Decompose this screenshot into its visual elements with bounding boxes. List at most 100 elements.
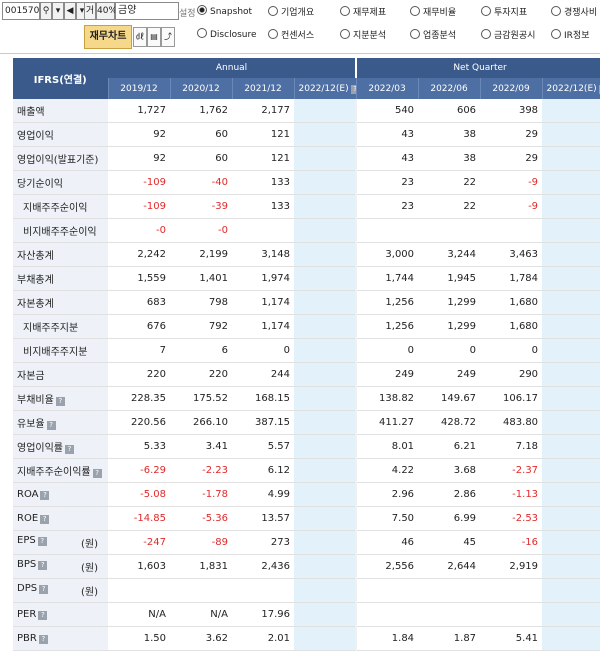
row-label-text: ROE: [17, 513, 39, 524]
row-label-text: 유보율: [17, 419, 45, 430]
table-row: 자산총계 2,242 2,199 3,148 3,000 3,244 3,463: [13, 242, 600, 267]
radio-11[interactable]: IR정보: [551, 28, 589, 41]
financial-chart-button[interactable]: 재무차트: [84, 25, 132, 49]
radio-4[interactable]: 투자지표: [481, 5, 527, 18]
table-cell: 683: [108, 290, 170, 315]
back-icon[interactable]: ◀: [64, 2, 76, 20]
print-icon[interactable]: ▤: [147, 27, 161, 47]
table-cell: [542, 338, 600, 363]
radio-7[interactable]: 컨센서스: [268, 28, 314, 41]
table-cell: 676: [108, 314, 170, 339]
table-cell: -14.85: [108, 506, 170, 531]
radio-label: 재무제표: [353, 8, 387, 18]
info-icon[interactable]: ?: [38, 635, 48, 644]
table-cell: [294, 458, 357, 483]
table-cell: 6: [170, 338, 232, 363]
info-icon[interactable]: ?: [92, 469, 102, 478]
mode-button[interactable]: 거: [84, 2, 96, 20]
unit-label: (원): [80, 539, 98, 550]
table-cell: [542, 314, 600, 339]
table-row: 부채비율? 228.35 175.52 168.15 138.82 149.67 106.1…: [13, 386, 600, 411]
company-name-field[interactable]: 금양: [115, 2, 179, 20]
info-icon[interactable]: ?: [39, 585, 49, 594]
table-cell: 29: [480, 146, 543, 171]
table-row: 유보율? 220.56 266.10 387.15 411.27 428.72 483.80: [13, 410, 600, 435]
radio-1[interactable]: 기업개요: [268, 5, 314, 18]
radio-3[interactable]: 재무비율: [410, 5, 456, 18]
info-icon[interactable]: ?: [350, 84, 357, 94]
dropdown-arrow-icon[interactable]: ▾: [52, 2, 64, 20]
table-cell: [355, 602, 419, 627]
radio-dot-icon: [410, 29, 420, 39]
quarter-group-header: Net Quarter: [356, 58, 600, 78]
info-icon[interactable]: ?: [38, 611, 48, 620]
table-cell: 6.99: [418, 506, 481, 531]
table-cell: 411.27: [355, 410, 419, 435]
radio-10[interactable]: 금감원공시: [481, 28, 535, 41]
table-cell: [542, 434, 600, 459]
table-cell: [542, 290, 600, 315]
radio-2[interactable]: 재무제표: [340, 5, 386, 18]
table-cell: -89: [170, 530, 232, 555]
radio-label: 기업개요: [281, 8, 315, 18]
table-cell: -0: [170, 218, 232, 243]
table-cell: 121: [232, 146, 294, 171]
table-cell: 138.82: [355, 386, 419, 411]
table-cell: [542, 554, 600, 579]
info-icon[interactable]: ?: [46, 421, 56, 430]
zoom-level[interactable]: 40%: [96, 2, 117, 20]
table-cell: 2,436: [232, 554, 294, 579]
annual-group-header: Annual: [108, 58, 358, 78]
search-icon[interactable]: ⚲: [40, 2, 52, 20]
radio-5[interactable]: 경쟁사비: [551, 5, 597, 18]
radio-6[interactable]: Disclosure: [197, 28, 257, 40]
radio-dot-icon: [481, 6, 491, 16]
chart-type-icon[interactable]: ㎗: [133, 27, 147, 47]
info-icon[interactable]: ?: [598, 84, 600, 94]
table-cell: [418, 218, 481, 243]
table-cell: [542, 482, 600, 507]
row-label: 부채비율?: [13, 386, 108, 411]
table-cell: [294, 338, 357, 363]
table-cell: 249: [355, 362, 419, 387]
radio-label: 경쟁사비: [564, 8, 598, 18]
table-cell: 2,242: [108, 242, 170, 267]
settings-link[interactable]: 설정: [179, 9, 196, 19]
table-cell: 3,148: [232, 242, 294, 267]
radio-8[interactable]: 지분분석: [340, 28, 386, 41]
table-cell: 1,559: [108, 266, 170, 291]
export-icon[interactable]: ⤴: [161, 27, 175, 47]
row-label-text: BPS: [17, 559, 37, 570]
period-label: 2022/12(E): [298, 83, 349, 94]
table-cell: 23: [355, 194, 419, 219]
table-row: 지배주주지분 676 792 1,174 1,256 1,299 1,680: [13, 314, 600, 339]
table-cell: [542, 218, 600, 243]
table-cell: 2,644: [418, 554, 481, 579]
table-cell: 273: [232, 530, 294, 555]
table-cell: 38: [418, 122, 481, 147]
info-icon[interactable]: ?: [55, 397, 65, 406]
radio-0[interactable]: Snapshot: [197, 5, 252, 17]
radio-9[interactable]: 업종분석: [410, 28, 456, 41]
stock-code-input[interactable]: 001570: [2, 2, 40, 20]
info-icon[interactable]: ?: [40, 491, 50, 500]
table-cell: 5.57: [232, 434, 294, 459]
radio-dot-icon: [197, 5, 207, 15]
table-cell: -39: [170, 194, 232, 219]
table-cell: 1,603: [108, 554, 170, 579]
radio-dot-icon: [340, 29, 350, 39]
table-cell: -40: [170, 170, 232, 195]
table-cell: -6.29: [108, 458, 170, 483]
row-label-text: 매출액: [17, 107, 45, 118]
table-cell: 46: [355, 530, 419, 555]
info-icon[interactable]: ?: [37, 537, 47, 546]
info-icon[interactable]: ?: [65, 445, 74, 454]
info-icon[interactable]: ?: [38, 561, 48, 570]
table-cell: [294, 218, 357, 243]
row-label-text: 비지배주주지분: [23, 347, 88, 358]
row-label: 영업이익률?: [13, 434, 108, 459]
table-cell: 1,299: [418, 290, 481, 315]
info-icon[interactable]: ?: [40, 515, 50, 524]
radio-dot-icon: [410, 6, 420, 16]
table-cell: 220: [108, 362, 170, 387]
